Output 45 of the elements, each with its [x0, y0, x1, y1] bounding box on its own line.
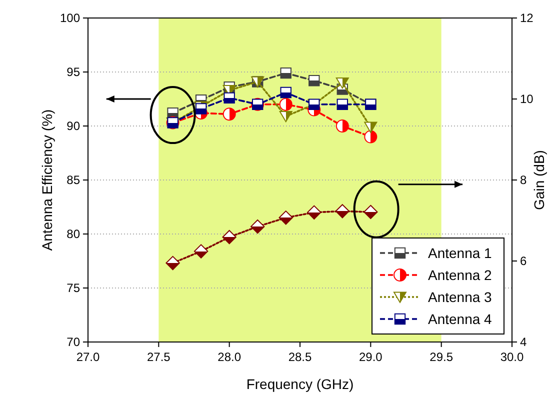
point [278, 210, 293, 225]
point [308, 75, 320, 86]
y2-axis-title: Gain (dB) [531, 150, 547, 210]
x-tick-label: 30.0 [500, 350, 524, 364]
x-tick-label: 27.0 [76, 350, 100, 364]
point [250, 219, 265, 234]
point [222, 230, 236, 244]
point [280, 86, 292, 98]
point [279, 110, 292, 122]
y-tick-label: 85 [66, 173, 80, 187]
x-tick-label: 28.0 [218, 350, 242, 364]
point [336, 78, 349, 89]
point [335, 204, 350, 218]
legend-label: Antenna 2 [428, 267, 492, 283]
point [364, 122, 378, 133]
y2-tick-label: 10 [520, 92, 534, 106]
point [280, 67, 292, 79]
y2-tick-label: 4 [520, 335, 527, 349]
x-tick-label: 29.0 [358, 350, 383, 364]
legend-label: Antenna 3 [428, 289, 492, 305]
y-tick-label: 70 [66, 335, 80, 349]
x-tick-label: 29.5 [430, 350, 454, 364]
y-tick-label: 80 [66, 227, 80, 241]
y2-tick-label: 12 [520, 11, 534, 25]
legend-label: Antenna 1 [428, 245, 492, 261]
legend-label: Antenna 4 [428, 311, 492, 327]
y-tick-label: 95 [66, 65, 80, 79]
y2-tick-label: 8 [520, 173, 527, 187]
point [336, 120, 349, 132]
x-tick-label: 27.5 [146, 350, 171, 364]
y-tick-label: 100 [60, 11, 80, 25]
point [364, 130, 378, 144]
point [222, 108, 236, 121]
point [224, 92, 235, 104]
point [194, 244, 208, 258]
point [279, 98, 292, 111]
y2-tick-label: 6 [520, 254, 527, 268]
point [336, 98, 348, 110]
y-tick-label: 75 [66, 281, 80, 295]
y-tick-label: 90 [66, 119, 80, 133]
x-tick-label: 28.5 [288, 350, 312, 364]
y-axis-title: Antenna Efficiency (%) [39, 109, 55, 251]
point [307, 205, 322, 220]
point [166, 256, 180, 270]
x-axis-title: Frequency (GHz) [246, 376, 354, 392]
